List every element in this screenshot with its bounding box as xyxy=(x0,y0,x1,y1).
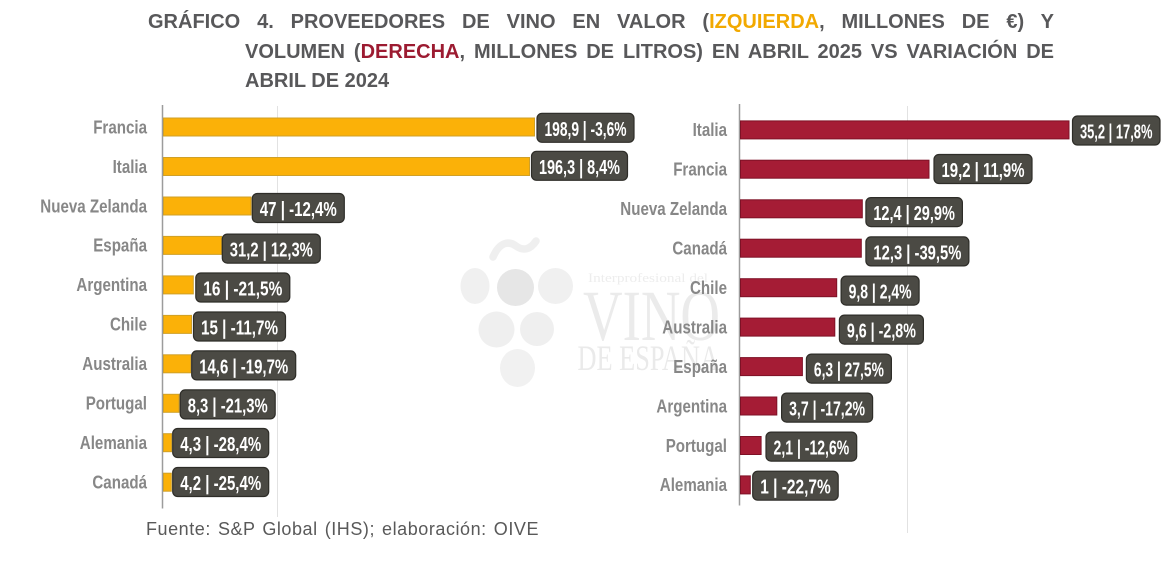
svg-text:Chile: Chile xyxy=(690,278,727,298)
svg-text:198,9 | -3,6%: 198,9 | -3,6% xyxy=(545,119,627,141)
svg-text:4,2 | -25,4%: 4,2 | -25,4% xyxy=(180,473,261,495)
svg-text:Alemania: Alemania xyxy=(80,433,148,453)
svg-text:Italia: Italia xyxy=(693,120,728,140)
svg-text:9,8 | 2,4%: 9,8 | 2,4% xyxy=(849,282,912,304)
svg-text:Portugal: Portugal xyxy=(666,436,727,456)
svg-text:Chile: Chile xyxy=(110,315,147,335)
svg-text:Argentina: Argentina xyxy=(656,396,727,416)
svg-text:9,6 | -2,8%: 9,6 | -2,8% xyxy=(847,321,916,343)
svg-text:Australia: Australia xyxy=(662,317,728,337)
svg-text:Francia: Francia xyxy=(93,117,148,137)
svg-text:Australia: Australia xyxy=(82,354,148,374)
svg-text:Italia: Italia xyxy=(113,157,148,177)
svg-text:Nueva Zelanda: Nueva Zelanda xyxy=(620,199,728,219)
svg-text:35,2 | 17,8%: 35,2 | 17,8% xyxy=(1080,122,1153,144)
svg-text:Canadá: Canadá xyxy=(672,239,727,259)
svg-text:2,1 | -12,6%: 2,1 | -12,6% xyxy=(774,438,850,460)
svg-text:15 | -11,7%: 15 | -11,7% xyxy=(201,318,278,340)
svg-text:3,7 | -17,2%: 3,7 | -17,2% xyxy=(789,399,865,421)
svg-text:47 | -12,4%: 47 | -12,4% xyxy=(260,199,337,221)
svg-text:14,6 | -19,7%: 14,6 | -19,7% xyxy=(199,356,288,378)
svg-text:6,3 | 27,5%: 6,3 | 27,5% xyxy=(814,360,884,382)
svg-text:España: España xyxy=(673,357,728,377)
svg-text:12,3 | -39,5%: 12,3 | -39,5% xyxy=(873,242,961,264)
svg-text:VINO: VINO xyxy=(583,276,720,356)
svg-text:Canadá: Canadá xyxy=(92,473,147,493)
svg-text:12,4 | 29,9%: 12,4 | 29,9% xyxy=(873,203,955,225)
svg-text:Argentina: Argentina xyxy=(76,275,147,295)
svg-text:4,3 | -28,4%: 4,3 | -28,4% xyxy=(180,434,261,456)
svg-text:Portugal: Portugal xyxy=(86,394,147,414)
svg-text:196,3 | 8,4%: 196,3 | 8,4% xyxy=(539,157,620,179)
svg-text:31,2 | 12,3%: 31,2 | 12,3% xyxy=(230,240,313,262)
svg-text:19,2 | 11,9%: 19,2 | 11,9% xyxy=(942,160,1025,182)
svg-text:8,3 | -21,3%: 8,3 | -21,3% xyxy=(188,395,268,417)
svg-text:16 | -21,5%: 16 | -21,5% xyxy=(203,279,282,301)
svg-text:Alemania: Alemania xyxy=(660,475,728,495)
svg-text:1 | -22,7%: 1 | -22,7% xyxy=(760,477,831,499)
svg-text:DE ESPAÑA: DE ESPAÑA xyxy=(578,338,720,378)
svg-text:Nueva Zelanda: Nueva Zelanda xyxy=(40,196,148,216)
svg-text:España: España xyxy=(93,236,148,256)
svg-text:Interprofesional del: Interprofesional del xyxy=(588,271,709,285)
svg-text:Francia: Francia xyxy=(673,160,728,180)
